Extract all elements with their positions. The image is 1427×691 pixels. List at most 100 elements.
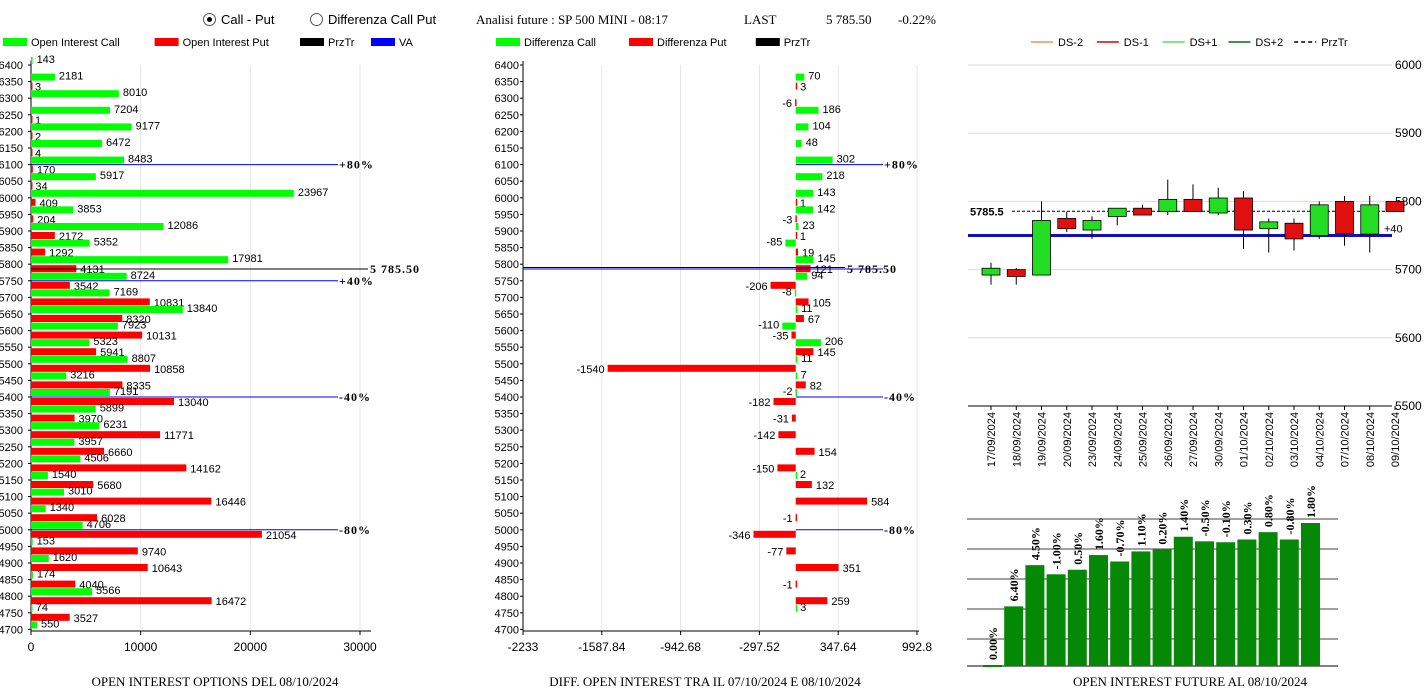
oi-put-bar — [31, 115, 33, 123]
oi-call-value: 3216 — [70, 369, 94, 381]
diff-y-tick-label: 6250 — [495, 110, 519, 122]
future-bar — [1025, 565, 1045, 666]
future-bar-label: -0.50% — [1198, 499, 1212, 536]
diff-va-label: +80% — [884, 158, 919, 172]
diff-y-tick-label: 5600 — [495, 326, 519, 338]
diff-y-tick-label: 6300 — [495, 93, 519, 105]
oi-put-value: 5680 — [97, 480, 121, 492]
legend-swatch — [3, 38, 27, 46]
diff-call-bar — [795, 389, 797, 396]
future-bar — [1173, 536, 1193, 666]
oi-put-bar — [31, 431, 161, 439]
radio-selected-icon — [203, 13, 216, 26]
legend-swatch — [629, 38, 653, 46]
oi-price-label: 5 785.50 — [370, 262, 420, 276]
future-bar-label: 1.40% — [1177, 499, 1191, 532]
diff-put-bar — [770, 281, 796, 289]
oi-y-tick-label: 6000 — [0, 193, 23, 205]
oi-put-value: 21054 — [266, 530, 297, 542]
diff-put-value: -1 — [783, 580, 793, 592]
oi-put-bar — [31, 281, 70, 289]
oi-y-tick-label: 5750 — [0, 276, 23, 288]
future-bar-label: 0.80% — [1262, 494, 1276, 527]
oi-put-bar — [31, 348, 97, 356]
oi-call-bar — [31, 455, 81, 463]
diff-call-value: -110 — [758, 320, 779, 332]
diff-call-bar — [795, 106, 819, 114]
diff-put-value: -142 — [753, 430, 775, 442]
diff-y-tick-label: 5550 — [495, 342, 519, 354]
diff-call-bar — [785, 239, 796, 247]
diff-y-tick-label: 5200 — [495, 458, 519, 470]
diff-put-bar — [795, 198, 798, 206]
candle-date-label: 24/09/2024 — [1112, 412, 1124, 467]
future-bar — [1301, 523, 1320, 666]
oi-call-value: 8724 — [131, 270, 155, 282]
diff-call-value: 142 — [817, 203, 835, 215]
oi-va-label: -80% — [339, 523, 371, 537]
diff-y-tick-label: 5650 — [495, 309, 519, 321]
oi-call-value: 174 — [37, 569, 55, 581]
oi-put-bar — [31, 530, 262, 538]
oi-call-bar — [31, 521, 83, 529]
oi-put-value: 16446 — [215, 497, 246, 509]
oi-call-value: 5899 — [100, 403, 124, 415]
change-value: -0.22% — [898, 12, 936, 27]
diff-put-bar — [795, 597, 828, 605]
oi-call-value: 13840 — [187, 303, 218, 315]
oi-y-tick-label: 4850 — [0, 575, 23, 587]
oi-put-value: 11771 — [164, 430, 194, 442]
future-bar-label: 0.50% — [1071, 532, 1085, 565]
oi-call-bar — [31, 472, 48, 479]
diff-put-value: 1 — [800, 198, 806, 210]
diff-put-value: 259 — [831, 596, 849, 608]
future-bar-label: 6.40% — [1007, 568, 1021, 601]
oi-call-value: 1620 — [53, 552, 77, 564]
oi-put-bar — [31, 547, 138, 555]
oi-y-tick-label: 6150 — [0, 143, 23, 155]
diff-x-tick-label: -1587.84 — [578, 640, 626, 654]
radio-diff[interactable]: Differenza Call Put — [310, 12, 436, 27]
diff-x-tick-label: -942.68 — [660, 640, 701, 654]
oi-call-bar — [31, 73, 55, 81]
oi-call-bar — [31, 355, 128, 363]
oi-call-bar — [31, 538, 33, 546]
diff-call-bar — [782, 322, 796, 330]
diff-y-tick-label: 4950 — [495, 541, 519, 553]
diff-call-bar — [795, 472, 798, 479]
oi-y-tick-label: 5450 — [0, 375, 23, 387]
oi-y-tick-label: 5550 — [0, 342, 23, 354]
candle-date-label: 19/09/2024 — [1037, 412, 1049, 467]
radio-call-put[interactable]: Call - Put — [203, 12, 274, 27]
diff-x-tick-label: 347.64 — [820, 640, 857, 654]
candle-legend-label: DS+1 — [1190, 37, 1218, 49]
diff-y-tick-label: 6050 — [495, 176, 519, 188]
oi-call-bar — [31, 422, 100, 430]
oi-call-bar — [31, 339, 90, 347]
diff-y-tick-label: 5250 — [495, 442, 519, 454]
diff-y-tick-label: 4750 — [495, 608, 519, 620]
oi-call-bar — [31, 405, 96, 413]
diff-put-value: 132 — [816, 480, 834, 492]
diff-chart-title: DIFF. OPEN INTEREST TRA IL 07/10/2024 E … — [549, 674, 861, 689]
oi-put-value: 10131 — [146, 331, 177, 343]
oi-y-tick-label: 4750 — [0, 608, 23, 620]
oi-call-value: 4506 — [84, 452, 108, 464]
diff-y-tick-label: 5700 — [495, 292, 519, 304]
oi-put-bar — [31, 497, 212, 505]
diff-y-tick-label: 5150 — [495, 475, 519, 487]
diff-put-value: -3 — [783, 214, 793, 226]
diff-call-bar — [795, 339, 821, 347]
oi-put-bar — [31, 580, 76, 588]
legend-label: PrzTr — [328, 37, 355, 49]
diff-put-bar — [795, 215, 797, 223]
oi-put-bar — [31, 165, 33, 173]
diff-y-tick-label: 6200 — [495, 126, 519, 138]
diff-price-label: 5 785.50 — [847, 262, 897, 276]
diff-put-bar — [795, 348, 814, 356]
oi-put-value: 9740 — [142, 546, 166, 558]
legend-label: Differenza Put — [657, 37, 727, 49]
diff-call-value: 94 — [811, 270, 823, 282]
oi-call-value: 143 — [37, 54, 55, 66]
candle-date-label: 27/09/2024 — [1188, 412, 1200, 467]
